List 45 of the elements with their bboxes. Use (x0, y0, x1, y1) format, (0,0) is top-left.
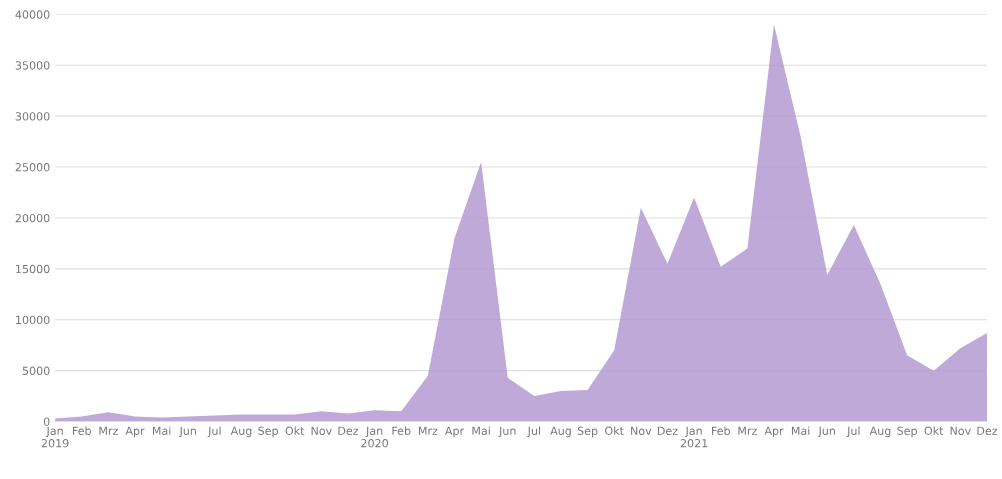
x-tick-label: Jan 2020 (361, 426, 389, 448)
y-tick-label: 25000 (15, 163, 50, 172)
x-tick-label: Dez (977, 426, 998, 435)
x-tick-label: Mai (152, 426, 171, 435)
x-tick-label: Jul (207, 426, 221, 438)
x-tick-label: Mrz (418, 426, 438, 435)
x-tick-label: Apr (764, 426, 784, 438)
x-tick-label: Okt (285, 426, 305, 435)
x-tick-label: Jul (846, 426, 860, 438)
x-tick-label: Dez (657, 426, 678, 435)
x-tick-label: Jun (817, 426, 835, 438)
x-tick-label: Apr (125, 426, 145, 438)
x-tick-label: Nov (311, 426, 332, 435)
y-tick-label: 30000 (15, 112, 50, 121)
x-tick-label: Sep (897, 426, 917, 438)
x-tick-label: Okt (605, 426, 624, 435)
x-tick-label: Dez (338, 426, 359, 435)
x-tick-label: Nov (950, 426, 971, 435)
x-tick-label: Mai (472, 426, 490, 435)
y-tick-label: 40000 (15, 10, 50, 19)
x-tick-label: Feb (711, 426, 730, 435)
x-tick-label: Mrz (99, 426, 118, 435)
x-tick-label: Jan 2019 (41, 426, 69, 448)
x-tick-label: Aug (550, 426, 571, 438)
x-tick-label: Aug (869, 426, 891, 438)
x-tick-label: Apr (444, 426, 465, 438)
x-tick-label: Mai (791, 426, 810, 435)
x-tick-label: Mrz (738, 426, 757, 435)
y-tick-label: 5000 (22, 366, 50, 376)
x-tick-label: Feb (72, 426, 91, 435)
y-tick-label: 0 (43, 417, 50, 426)
x-tick-label: Jul (527, 426, 541, 438)
y-tick-label: 10000 (16, 315, 50, 325)
x-tick-label: Okt (924, 426, 944, 435)
x-tick-label: Aug (230, 426, 252, 438)
x-tick-label: Jan 2021 (680, 426, 708, 448)
x-tick-label: Jun (498, 426, 516, 438)
x-tick-label: Sep (258, 426, 278, 438)
y-tick-label: 35000 (15, 61, 50, 70)
x-tick-label: Feb (392, 426, 411, 435)
x-tick-label: Jun (178, 426, 196, 438)
y-tick-label: 15000 (16, 264, 50, 274)
x-tick-label: Nov (631, 426, 652, 435)
y-tick-label: 20000 (15, 213, 50, 223)
x-tick-label: Sep (577, 426, 598, 438)
